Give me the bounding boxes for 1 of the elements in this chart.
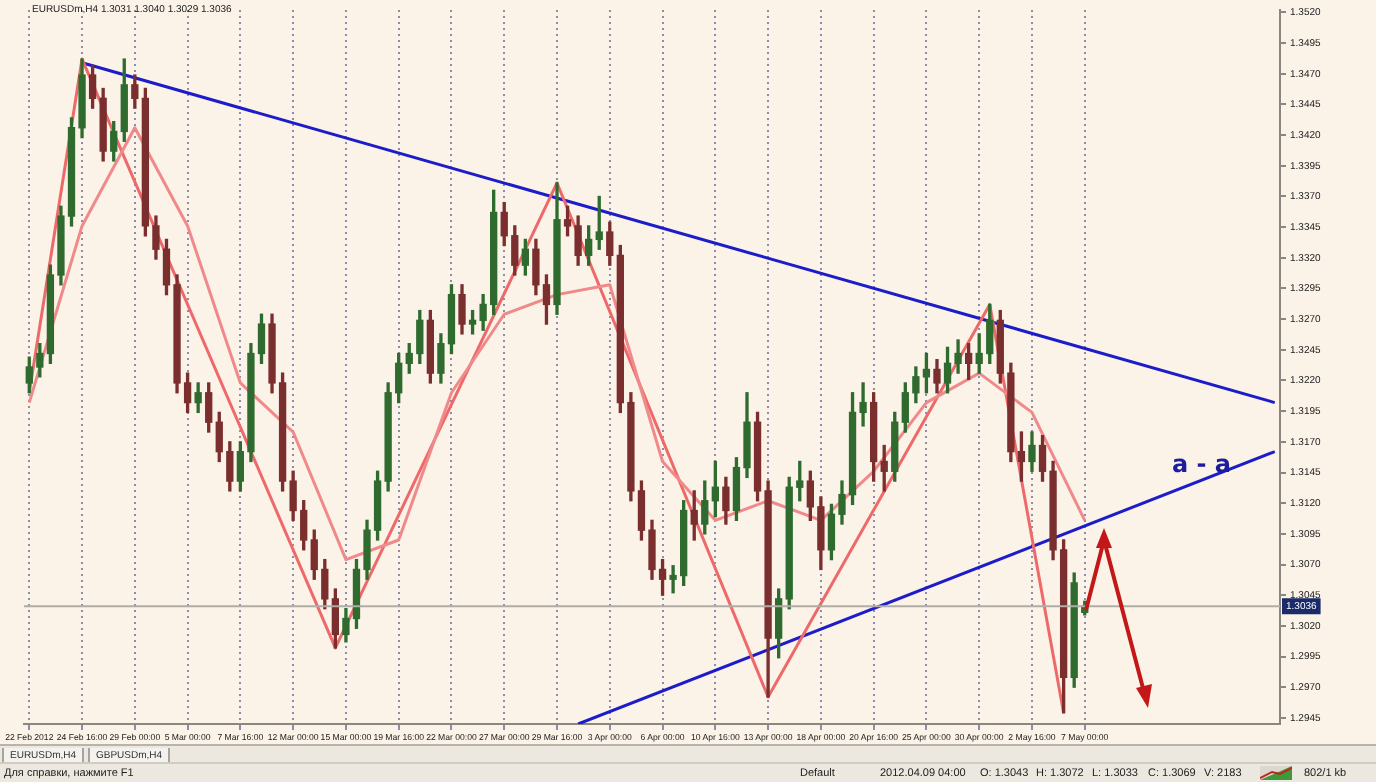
annotation: a - a bbox=[1172, 450, 1232, 478]
